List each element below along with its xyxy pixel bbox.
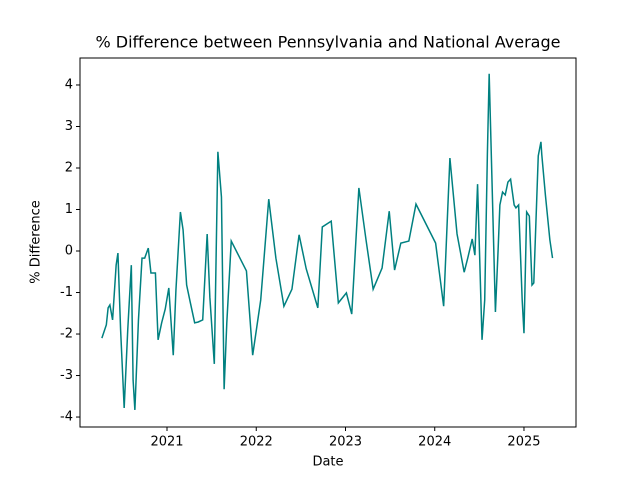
chart-title: % Difference between Pennsylvania and Na… xyxy=(96,33,561,52)
y-axis-label: % Difference xyxy=(29,200,44,284)
plot-frame xyxy=(79,57,577,428)
x-tick-label: 2022 xyxy=(240,435,273,450)
y-tick-label: 3 xyxy=(65,119,73,134)
data-line xyxy=(101,73,554,411)
x-axis-label: Date xyxy=(312,455,343,470)
y-tick-label: -4 xyxy=(60,410,73,425)
x-tick-label: 2021 xyxy=(150,435,183,450)
x-tick-label: 2023 xyxy=(329,435,362,450)
y-tick-label: -2 xyxy=(60,327,73,342)
y-tick-label: 0 xyxy=(65,244,73,259)
y-tick-label: -1 xyxy=(60,285,73,300)
y-tick-label: 2 xyxy=(65,160,73,175)
x-tick-label: 2025 xyxy=(507,435,540,450)
y-tick-label: 4 xyxy=(65,77,73,92)
y-tick-label: -3 xyxy=(60,368,73,383)
x-tick-label: 2024 xyxy=(418,435,451,450)
y-tick-label: 1 xyxy=(65,202,73,217)
